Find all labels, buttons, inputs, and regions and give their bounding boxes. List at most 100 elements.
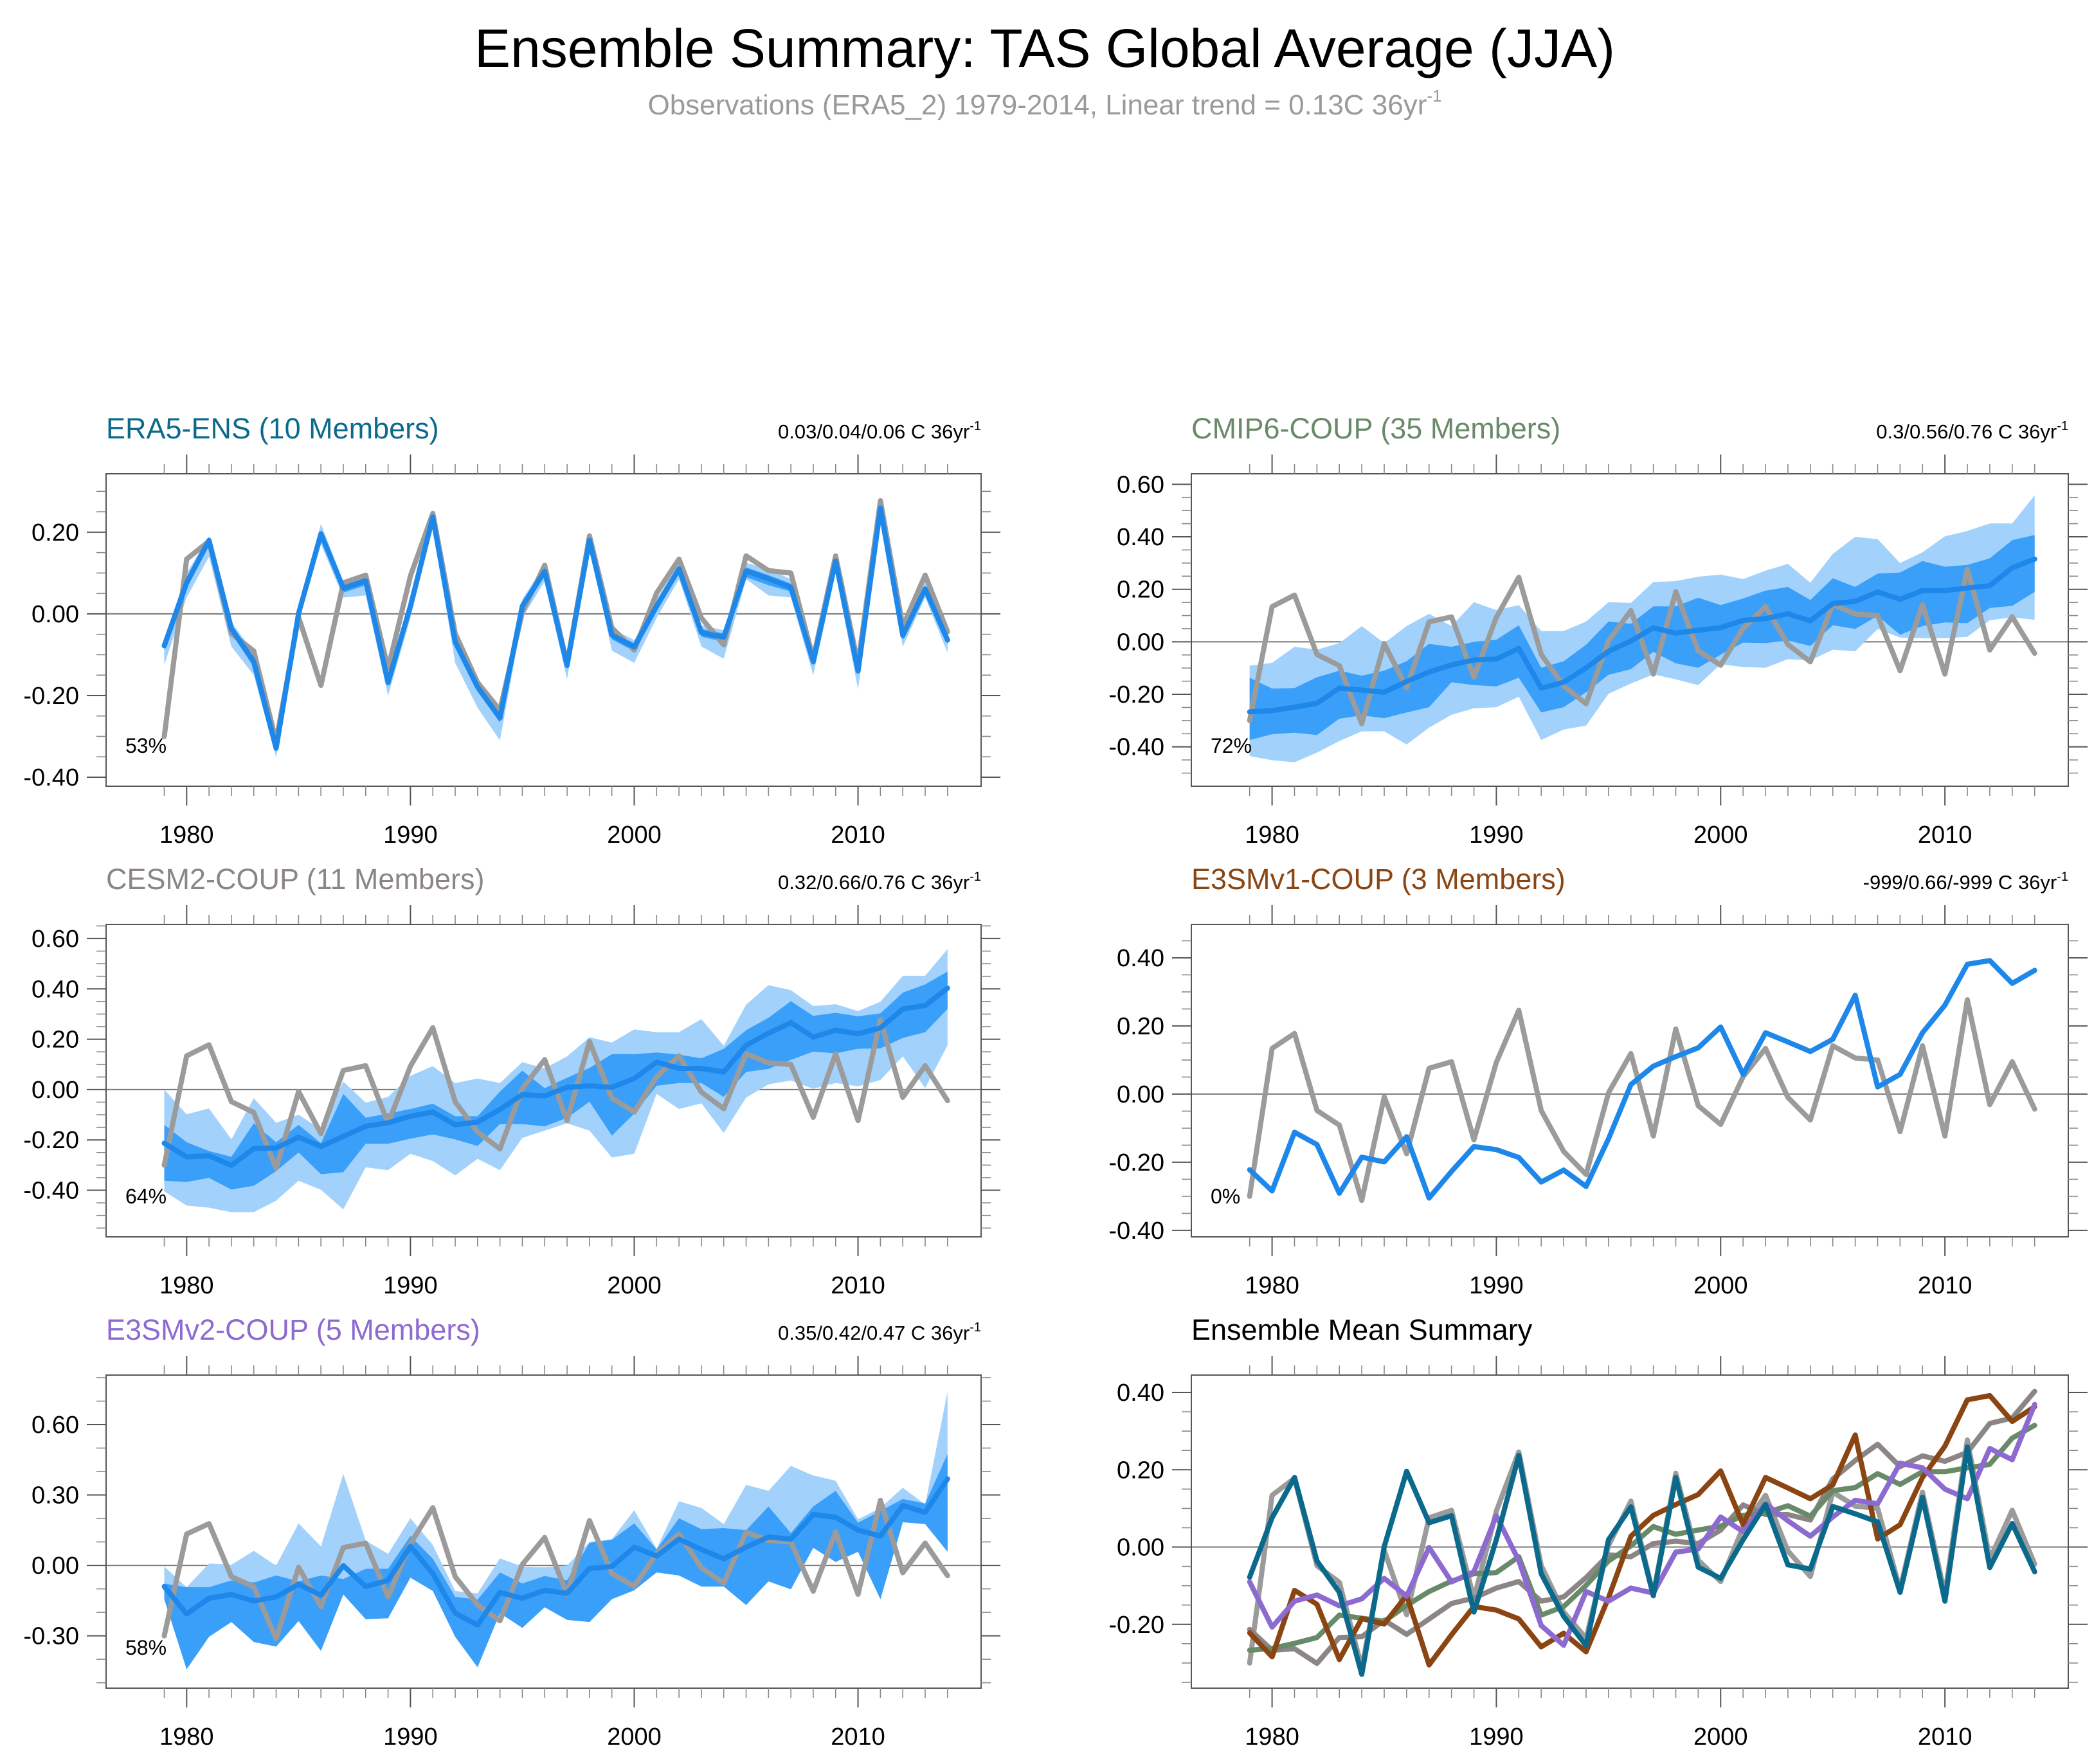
observation-line <box>1247 566 2037 726</box>
plot-area <box>1191 495 2068 762</box>
trend-label: 0.3/0.56/0.76 C 36yr-1 <box>1876 419 2068 443</box>
summary-line-era5 <box>1247 1444 2037 1677</box>
y-tick-label: 0.60 <box>32 1412 79 1439</box>
panel-e3smv2: E3SMv2-COUP (5 Members) 0.35/0.42/0.47 C … <box>23 1313 1000 1751</box>
panel-cesm2: CESM2-COUP (11 Members) 0.32/0.66/0.76 C … <box>23 863 1000 1299</box>
x-tick-label: 1980 <box>159 1272 214 1299</box>
observation-line <box>1247 997 2037 1203</box>
y-tick-label: 0.20 <box>32 519 79 546</box>
plot-frame <box>1191 1374 2069 1689</box>
x-tick-label: 1980 <box>159 822 214 849</box>
x-tick-label: 1980 <box>159 1724 214 1751</box>
spread-band-outer <box>164 949 948 1212</box>
plot-area <box>106 498 981 758</box>
plot-area <box>1191 958 2068 1203</box>
figure-subtitle-superscript: -1 <box>1427 86 1441 105</box>
trend-value: 0.03/0.04/0.06 C 36yr <box>778 420 970 443</box>
y-tick-label: 0.20 <box>32 1027 79 1054</box>
spread-band-inner <box>164 1454 948 1670</box>
x-tick-label: 2010 <box>1918 822 1972 849</box>
panel-title: Ensemble Mean Summary <box>1191 1313 1533 1346</box>
x-tick-label: 2000 <box>607 1724 662 1751</box>
x-tick-label: 1990 <box>1469 822 1524 849</box>
x-tick-label: 1990 <box>1469 1272 1524 1299</box>
y-tick-label: 0.20 <box>1117 577 1164 604</box>
ensemble-mean-line <box>161 1476 950 1628</box>
figure-title: Ensemble Summary: TAS Global Average (JJ… <box>474 18 1615 78</box>
spread-band-inner <box>164 971 948 1190</box>
percent-label: 64% <box>125 1185 167 1208</box>
y-tick-label: 0.00 <box>1117 629 1164 656</box>
ensemble-mean-line <box>1247 556 2037 715</box>
trend-superscript: -1 <box>970 870 981 884</box>
figure-subtitle-main: Observations (ERA5_2) 1979-2014, Linear … <box>647 89 1427 121</box>
y-tick-label: 0.00 <box>32 1553 79 1580</box>
y-tick-label: -0.40 <box>23 1178 79 1205</box>
trend-value: 0.35/0.42/0.47 C 36yr <box>778 1322 970 1344</box>
trend-label: 0.35/0.42/0.47 C 36yr-1 <box>778 1320 981 1344</box>
y-tick-label: -0.20 <box>23 683 79 710</box>
x-tick-label: 2000 <box>1693 1724 1748 1751</box>
ensemble-mean-line <box>1247 958 2037 1201</box>
percent-label: 58% <box>125 1636 167 1659</box>
x-tick-label: 2010 <box>1918 1724 1972 1751</box>
trend-label: -999/0.66/-999 C 36yr-1 <box>1863 870 2068 894</box>
trend-value: 0.3/0.56/0.76 C 36yr <box>1876 420 2057 443</box>
trend-label: 0.32/0.66/0.76 C 36yr-1 <box>778 870 981 894</box>
x-tick-label: 1990 <box>383 1272 438 1299</box>
x-tick-label: 2010 <box>831 1272 885 1299</box>
y-tick-label: -0.40 <box>1108 734 1164 761</box>
panel-era5: ERA5-ENS (10 Members) 0.03/0.04/0.06 C 36… <box>23 412 1000 849</box>
panel-title: ERA5-ENS (10 Members) <box>106 412 439 445</box>
x-tick-label: 2010 <box>1918 1272 1972 1299</box>
y-tick-label: -0.20 <box>23 1127 79 1154</box>
percent-label: 72% <box>1211 734 1252 757</box>
panel-title: E3SMv2-COUP (5 Members) <box>106 1313 480 1346</box>
x-tick-label: 1980 <box>1245 1272 1299 1299</box>
ensemble-mean-line <box>161 986 950 1168</box>
y-tick-label: -0.20 <box>1108 1612 1164 1639</box>
trend-value: 0.32/0.66/0.76 C 36yr <box>778 871 970 894</box>
percent-label: 53% <box>125 734 167 757</box>
panel-title: E3SMv1-COUP (3 Members) <box>1191 863 1566 896</box>
y-tick-label: 0.30 <box>32 1482 79 1509</box>
y-tick-label: 0.00 <box>1117 1534 1164 1562</box>
y-tick-label: -0.30 <box>23 1623 79 1650</box>
y-tick-label: 0.00 <box>1117 1081 1164 1108</box>
x-tick-label: 2010 <box>831 1724 885 1751</box>
x-tick-label: 2000 <box>1693 1272 1748 1299</box>
trend-superscript: -1 <box>2057 419 2068 433</box>
x-tick-label: 2010 <box>831 822 885 849</box>
observation-line <box>161 1497 950 1641</box>
panel-title: CESM2-COUP (11 Members) <box>106 863 484 896</box>
y-tick-label: -0.40 <box>1108 1218 1164 1245</box>
figure-subtitle: Observations (ERA5_2) 1979-2014, Linear … <box>647 86 1441 121</box>
x-tick-label: 1980 <box>1245 1724 1299 1751</box>
y-tick-label: -0.40 <box>23 764 79 791</box>
y-tick-label: 0.00 <box>32 601 79 628</box>
y-tick-label: 0.40 <box>1117 524 1164 551</box>
plot-area <box>106 1391 981 1670</box>
panel-title: CMIP6-COUP (35 Members) <box>1191 412 1560 445</box>
panel-summary: Ensemble Mean Summary 1980 1990 2000 2010 0.4… <box>1108 1313 2088 1751</box>
x-tick-label: 1990 <box>383 1724 438 1751</box>
panel-e3smv1: E3SMv1-COUP (3 Members) -999/0.66/-999 C … <box>1108 863 2088 1299</box>
y-tick-label: 0.40 <box>1117 1380 1164 1407</box>
x-tick-label: 2000 <box>1693 822 1748 849</box>
y-tick-label: 0.20 <box>1117 1013 1164 1040</box>
trend-superscript: -1 <box>970 1320 981 1335</box>
y-tick-label: 0.40 <box>32 976 79 1003</box>
y-tick-label: 0.60 <box>32 926 79 953</box>
plot-frame <box>105 1374 982 1689</box>
x-tick-label: 2000 <box>607 822 662 849</box>
y-tick-label: 0.60 <box>1117 471 1164 498</box>
plot-frame <box>105 473 982 787</box>
trend-label: 0.03/0.04/0.06 C 36yr-1 <box>778 419 981 443</box>
plot-frame <box>1191 924 2069 1238</box>
plot-area <box>106 949 981 1212</box>
y-tick-label: 0.20 <box>1117 1457 1164 1484</box>
trend-superscript: -1 <box>2057 870 2068 884</box>
y-tick-label: 0.40 <box>1117 945 1164 972</box>
y-tick-label: 0.00 <box>32 1077 79 1104</box>
